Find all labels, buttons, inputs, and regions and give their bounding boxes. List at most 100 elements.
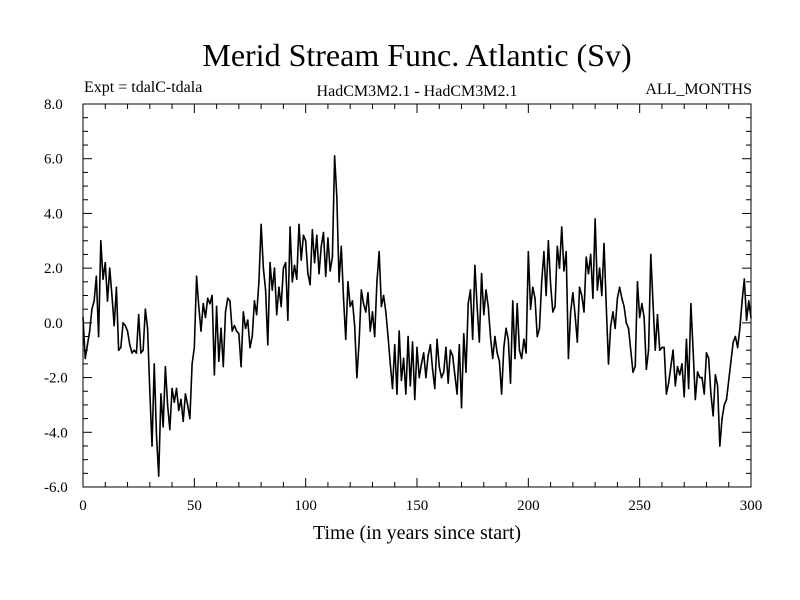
data-point — [509, 382, 512, 384]
data-point — [255, 313, 258, 316]
data-point — [498, 360, 501, 362]
data-point — [451, 354, 454, 357]
data-point — [601, 294, 603, 297]
data-point — [373, 335, 376, 338]
data-point — [627, 327, 630, 330]
y-tick-label: -2.0 — [44, 371, 68, 387]
data-point — [344, 338, 347, 341]
data-point — [707, 357, 710, 360]
data-point — [685, 338, 688, 341]
data-point — [235, 330, 238, 332]
data-point — [282, 267, 285, 269]
data-point — [160, 393, 162, 395]
data-point — [405, 393, 407, 395]
data-point — [538, 327, 541, 330]
data-point — [324, 275, 327, 278]
data-point — [113, 324, 115, 327]
data-point — [556, 245, 559, 248]
data-point — [739, 327, 741, 330]
data-point — [431, 368, 434, 371]
data-point — [690, 302, 692, 305]
data-point — [358, 341, 360, 343]
data-point — [536, 335, 539, 338]
data-point — [220, 327, 222, 330]
data-point — [456, 393, 458, 395]
data-point — [84, 357, 87, 360]
data-point — [135, 352, 138, 354]
data-point — [204, 316, 207, 319]
data-point — [396, 393, 398, 395]
data-point — [714, 374, 717, 376]
data-point — [747, 300, 750, 302]
data-point — [594, 218, 596, 220]
data-point — [331, 256, 334, 259]
data-point — [393, 343, 396, 346]
experiment-label: Expt = tdalC-tdala — [84, 79, 202, 96]
data-point — [674, 384, 677, 387]
data-point — [696, 371, 699, 373]
data-point — [552, 311, 554, 313]
data-point — [710, 393, 712, 395]
data-point — [242, 311, 245, 313]
data-point — [723, 404, 726, 406]
data-point — [705, 352, 708, 354]
data-point — [605, 305, 608, 308]
data-point — [191, 363, 193, 365]
data-point — [273, 267, 276, 269]
data-point — [182, 420, 184, 423]
data-point — [596, 289, 599, 291]
data-point — [632, 371, 634, 373]
data-point — [454, 374, 456, 376]
data-point — [409, 384, 412, 387]
data-point — [287, 319, 289, 321]
data-point — [229, 300, 231, 302]
data-point — [567, 357, 570, 360]
chart-title: Merid Stream Func. Atlantic (Sv) — [202, 37, 631, 73]
data-point — [193, 346, 196, 349]
data-point — [534, 297, 536, 300]
data-point — [93, 300, 95, 302]
data-point — [100, 239, 102, 242]
data-point — [483, 313, 485, 316]
data-point — [543, 250, 545, 253]
data-point — [476, 305, 478, 308]
data-point — [222, 365, 225, 368]
data-point — [200, 330, 202, 332]
data-point — [447, 382, 449, 384]
data-point — [683, 395, 685, 398]
data-point — [661, 346, 663, 349]
data-point — [146, 327, 149, 330]
data-point — [743, 278, 746, 280]
data-point — [369, 330, 372, 332]
data-point — [336, 196, 338, 198]
data-point — [692, 349, 694, 352]
data-point — [489, 335, 492, 338]
data-point — [166, 404, 169, 406]
data-point — [342, 297, 345, 300]
data-point — [329, 270, 331, 272]
data-point — [385, 311, 387, 313]
data-point — [732, 341, 734, 343]
data-point — [638, 316, 641, 319]
data-point — [719, 445, 721, 447]
data-point — [347, 281, 349, 283]
data-point — [206, 297, 209, 300]
data-point — [353, 324, 356, 327]
data-point — [173, 401, 176, 403]
data-point — [703, 393, 706, 395]
data-point — [485, 289, 487, 291]
y-tick-label: 2.0 — [44, 261, 63, 277]
data-point — [465, 371, 467, 373]
data-point — [480, 272, 483, 275]
data-point — [195, 275, 198, 278]
data-point — [698, 376, 701, 379]
data-point — [97, 335, 100, 338]
data-point — [712, 415, 714, 417]
data-point — [215, 305, 218, 308]
data-point — [240, 365, 242, 368]
data-point — [293, 264, 296, 267]
data-point — [213, 374, 216, 376]
data-point — [583, 311, 585, 313]
data-point — [750, 316, 752, 319]
data-point — [614, 327, 616, 330]
